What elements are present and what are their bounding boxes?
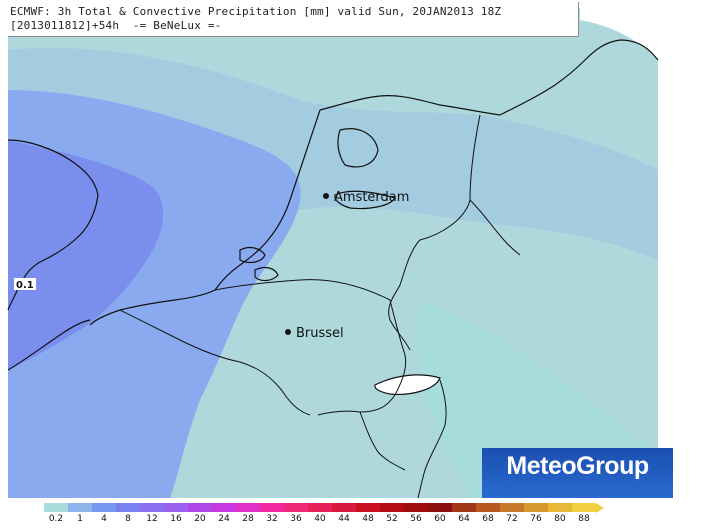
legend-swatch: [476, 503, 500, 512]
title-box: ECMWF: 3h Total & Convective Precipitati…: [8, 2, 579, 37]
legend-swatch: [188, 503, 212, 512]
legend-label: 52: [386, 514, 398, 524]
legend-label: 0.2: [48, 514, 64, 524]
legend-swatch: [116, 503, 140, 512]
legend-label: 8: [125, 514, 131, 524]
legend-swatch: [404, 503, 428, 512]
legend-label: 12: [146, 514, 158, 524]
legend-swatch: [164, 503, 188, 512]
precipitation-legend: 0.2 1 4 8 12 16 20 24 28 32 36 40 44 48 52 56 60 64 68 72 76…: [40, 500, 620, 528]
coastlines: [7, 39, 659, 395]
legend-labels: 0.2 1 4 8 12 16 20 24 28 32 36 40 44 48 52 56 60 64 68 72 76…: [40, 514, 620, 526]
legend-label: 4: [101, 514, 107, 524]
legend-swatch: [548, 503, 572, 512]
legend-swatch: [260, 503, 284, 512]
legend-label: 20: [194, 514, 206, 524]
legend-label: 48: [362, 514, 374, 524]
legend-swatch: [236, 503, 260, 512]
legend-swatch: [380, 503, 404, 512]
legend-swatch: [524, 503, 548, 512]
map-title: ECMWF: 3h Total & Convective Precipitati…: [10, 5, 502, 18]
legend-swatch: [92, 503, 116, 512]
field-value-label: 0.1: [16, 280, 34, 291]
city-label-amsterdam: Amsterdam: [334, 190, 409, 205]
legend-swatch: [452, 503, 476, 512]
legend-arrow-tip: [596, 502, 604, 513]
legend-swatch: [572, 503, 596, 512]
legend-label: 28: [242, 514, 254, 524]
legend-swatch: [428, 503, 452, 512]
legend-swatch: [308, 503, 332, 512]
legend-label: 56: [410, 514, 422, 524]
legend-swatch: [212, 503, 236, 512]
legend-swatch: [140, 503, 164, 512]
legend-label: 76: [530, 514, 542, 524]
legend-swatch: [332, 503, 356, 512]
legend-label: 40: [314, 514, 326, 524]
legend-label: 88: [578, 514, 590, 524]
legend-label: 36: [290, 514, 302, 524]
precip-area-4mm: [8, 140, 164, 370]
logo-text: MeteoGroup: [506, 452, 649, 480]
legend-label: 60: [434, 514, 446, 524]
city-amsterdam: Amsterdam: [323, 190, 409, 205]
logo-background: [482, 448, 673, 498]
city-brussel: Brussel: [285, 326, 344, 341]
domain-edge-ne: [580, 8, 658, 60]
city-label-brussel: Brussel: [296, 326, 344, 341]
meteogroup-logo: MeteoGroup: [482, 448, 673, 498]
legend-swatch: [356, 503, 380, 512]
legend-swatch: [44, 503, 68, 512]
legend-swatch: [284, 503, 308, 512]
city-dot: [323, 193, 329, 199]
legend-label: 16: [170, 514, 182, 524]
field-value-box: [14, 278, 36, 290]
legend-label: 64: [458, 514, 470, 524]
precip-band-north: [8, 48, 658, 260]
legend-label: 80: [554, 514, 566, 524]
legend-label: 32: [266, 514, 278, 524]
legend-color-bar: [44, 502, 604, 513]
legend-label: 1: [77, 514, 83, 524]
legend-swatch: [500, 503, 524, 512]
map-subtitle: [2013011812]+54h -= BeNeLux =-: [10, 19, 222, 32]
city-dot: [285, 329, 291, 335]
legend-label: 68: [482, 514, 494, 524]
country-borders: [119, 114, 521, 499]
legend-label: 72: [506, 514, 518, 524]
legend-label: 24: [218, 514, 230, 524]
legend-label: 44: [338, 514, 350, 524]
legend-swatch: [68, 503, 92, 512]
